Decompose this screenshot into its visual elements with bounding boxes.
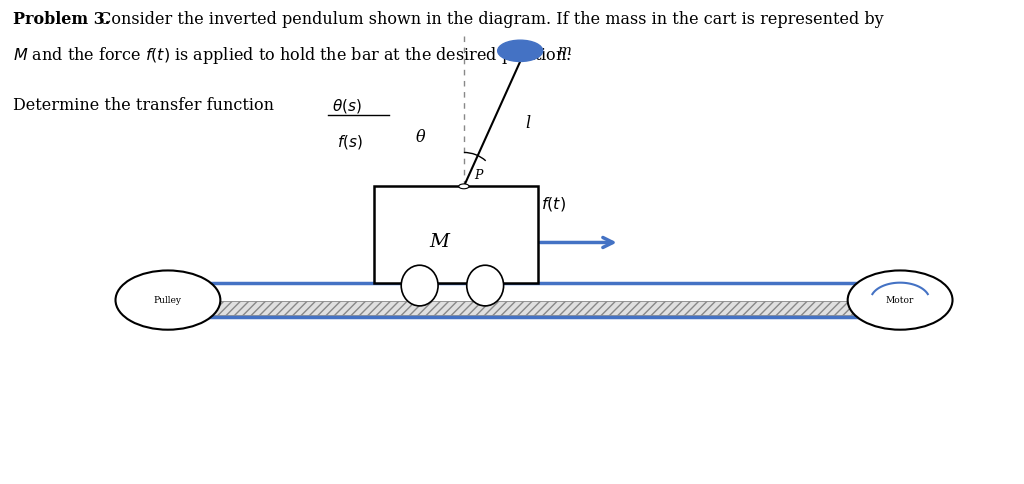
Text: Determine the transfer function: Determine the transfer function xyxy=(13,97,274,114)
Bar xyxy=(374,186,538,283)
Circle shape xyxy=(459,184,469,189)
Text: M: M xyxy=(429,233,450,252)
Bar xyxy=(178,301,890,315)
Circle shape xyxy=(498,40,543,61)
Ellipse shape xyxy=(401,265,438,306)
Text: θ: θ xyxy=(416,129,426,147)
Text: $f(s)$: $f(s)$ xyxy=(337,133,362,151)
Text: m: m xyxy=(558,44,572,58)
Bar xyxy=(178,301,890,315)
Text: Pulley: Pulley xyxy=(154,296,182,304)
Ellipse shape xyxy=(848,271,952,330)
Text: Motor: Motor xyxy=(886,296,914,304)
Text: l: l xyxy=(525,115,530,133)
Text: $f(t)$: $f(t)$ xyxy=(541,196,565,213)
Ellipse shape xyxy=(467,265,504,306)
Text: $M$ and the force $f(t)$ is applied to hold the bar at the desired position.: $M$ and the force $f(t)$ is applied to h… xyxy=(13,45,571,66)
Text: P: P xyxy=(474,169,482,182)
Text: Consider the inverted pendulum shown in the diagram. If the mass in the cart is : Consider the inverted pendulum shown in … xyxy=(94,11,884,28)
Text: $\theta(s)$: $\theta(s)$ xyxy=(332,97,361,115)
Text: Problem 3.: Problem 3. xyxy=(13,11,111,28)
Ellipse shape xyxy=(116,271,220,330)
